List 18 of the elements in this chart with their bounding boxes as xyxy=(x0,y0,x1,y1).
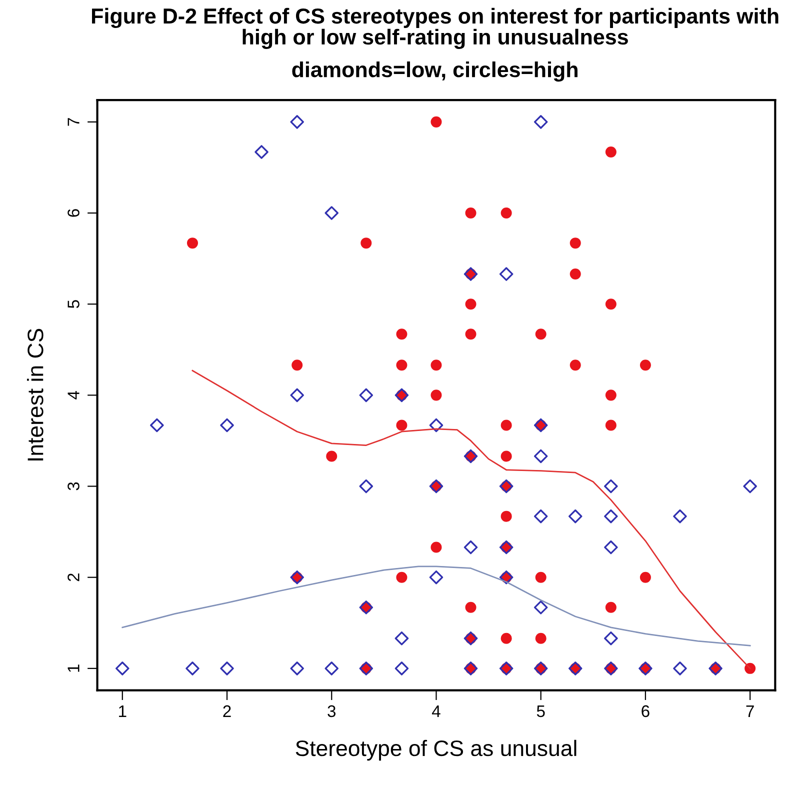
y-tick-label: 1 xyxy=(68,664,80,672)
y-tick-label: 7 xyxy=(68,118,80,126)
y-axis-title: Interest in CS xyxy=(27,328,44,460)
x-tick-label: 5 xyxy=(536,705,545,718)
chart-subtitle: diamonds=low, circles=high xyxy=(292,61,578,82)
y-tick-label: 2 xyxy=(68,574,80,582)
y-tick-label: 5 xyxy=(68,300,80,308)
x-tick-label: 2 xyxy=(223,705,231,717)
y-tick-label: 6 xyxy=(68,209,80,217)
x-tick-label: 3 xyxy=(328,705,336,718)
x-tick-label: 1 xyxy=(119,705,126,717)
x-tick-label: 7 xyxy=(746,705,754,717)
y-tick-label: 4 xyxy=(68,391,80,400)
y-tick-label: 3 xyxy=(68,482,80,490)
x-tick-label: 6 xyxy=(642,705,650,718)
x-tick-label: 4 xyxy=(432,705,440,717)
chart-title: Figure D-2 Effect of CS stereotypes on interest for participants with high or low self-rating in unusualness xyxy=(92,8,778,49)
x-axis-title: Stereotype of CS as unusual xyxy=(296,740,576,761)
